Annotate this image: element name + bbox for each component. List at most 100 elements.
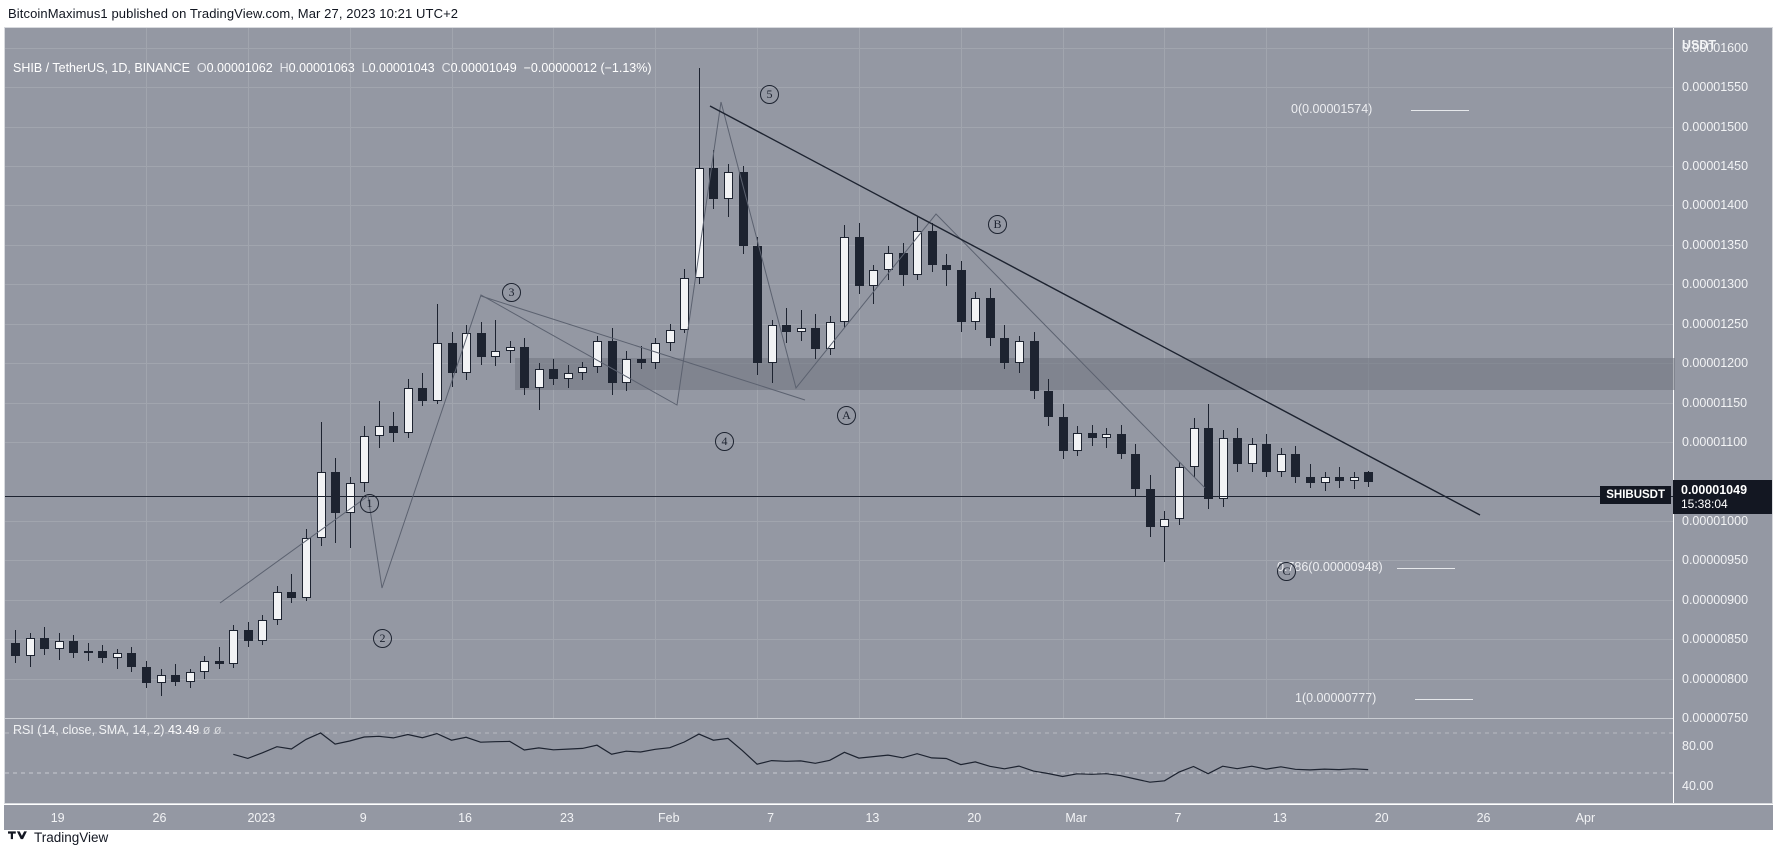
candle-body-bearish	[69, 640, 79, 654]
price-tag-value: 0.00001049 15:38:04	[1673, 480, 1772, 514]
descending-trendline[interactable]	[709, 105, 1481, 516]
gridline-horizontal	[5, 245, 1675, 246]
wave-label-c: C	[1277, 562, 1296, 581]
gridline-horizontal	[5, 324, 1675, 325]
rsi-current-value: 43.49	[167, 723, 200, 737]
supply-zone-rectangle[interactable]	[515, 358, 1675, 390]
candle-body-bearish	[40, 637, 50, 649]
time-scale-label: 26	[152, 811, 167, 825]
candle-body-bearish	[1204, 427, 1214, 499]
time-scale-label: 7	[1174, 811, 1182, 825]
price-plot-area[interactable]: 0(0.00001574) 0.786(0.00000948) 1(0.000007…	[5, 28, 1675, 718]
time-scale[interactable]: 19 26 2023 9 16 23 Feb 7 13 20 Mar 7 13 20 26 Apr	[4, 804, 1773, 830]
candle-body-bullish	[1218, 438, 1228, 499]
wave-label-4: 4	[715, 432, 734, 451]
candle-body-bearish	[476, 333, 486, 357]
wave3-trendline[interactable]	[480, 295, 806, 401]
gridline-vertical	[452, 28, 453, 718]
fib-level-label[interactable]: 0.786(0.00000948)	[1277, 560, 1383, 574]
price-scale-label: 0.00000850	[1682, 632, 1749, 647]
price-tag-countdown: 15:38:04	[1681, 497, 1728, 511]
candlestick	[622, 28, 632, 718]
candle-body-bullish	[1276, 453, 1286, 472]
price-scale[interactable]: USDT 0.00001600 0.00001550 0.00001500 0.000…	[1673, 28, 1772, 803]
candle-body-bearish	[811, 327, 821, 349]
candle-body-bullish	[825, 322, 835, 349]
candlestick	[374, 28, 384, 718]
candlestick	[811, 28, 821, 718]
candle-wick	[378, 400, 380, 449]
price-scale-label: 0.00001550	[1682, 80, 1749, 95]
candlestick	[665, 28, 675, 718]
gridline-horizontal	[5, 521, 1675, 522]
ohlc-legend[interactable]: SHIB / TetherUS, 1D, BINANCE O0.00001062…	[13, 61, 652, 75]
candle-wick	[116, 648, 118, 670]
legend-symbol[interactable]: SHIB / TetherUS, 1D, BINANCE	[13, 61, 190, 75]
candle-body-bearish	[127, 653, 137, 667]
candlestick	[1349, 28, 1359, 718]
candlestick	[971, 28, 981, 718]
candle-body-bearish	[1145, 489, 1155, 528]
candlestick	[607, 28, 617, 718]
candlestick	[316, 28, 326, 718]
candle-body-bearish	[287, 591, 297, 599]
gridline-horizontal	[5, 166, 1675, 167]
candlestick	[1364, 28, 1374, 718]
candlestick	[1116, 28, 1126, 718]
candle-body-bearish	[171, 674, 181, 682]
rsi-legend[interactable]: RSI (14, close, SMA, 14, 2) 43.49 ø ø	[13, 723, 221, 737]
rsi-ma-placeholder-2: ø	[213, 723, 222, 737]
candlestick	[1131, 28, 1141, 718]
price-scale-label: 0.00001150	[1682, 395, 1748, 410]
candle-body-bullish	[432, 343, 442, 401]
candlestick	[985, 28, 995, 718]
candlestick	[98, 28, 108, 718]
price-scale-label: 0.00001450	[1682, 159, 1749, 173]
candlestick	[520, 28, 530, 718]
candlestick	[156, 28, 166, 718]
candle-body-bearish	[927, 230, 937, 265]
candle-body-bearish	[854, 236, 864, 286]
candlestick	[243, 28, 253, 718]
footer: TradingView	[8, 830, 108, 845]
candle-body-bearish	[98, 650, 108, 659]
price-scale-label: 0.00001300	[1682, 277, 1749, 292]
candlestick	[360, 28, 370, 718]
candle-body-bullish	[54, 640, 64, 649]
price-tag-symbol: SHIBUSDT	[1600, 486, 1671, 504]
fib-level-label[interactable]: 1(0.00000777)	[1295, 691, 1377, 705]
gridline-horizontal	[5, 48, 1675, 49]
candle-body-bearish	[607, 341, 617, 383]
candlestick	[593, 28, 602, 718]
candlestick	[753, 28, 763, 718]
candle-body-bearish	[141, 666, 151, 683]
gridline-horizontal	[5, 442, 1675, 443]
candle-body-bullish	[1189, 427, 1199, 468]
candlestick	[54, 28, 64, 718]
gridline-vertical	[146, 28, 147, 718]
candle-body-bearish	[11, 643, 20, 657]
legend-high-value: 0.00001063	[288, 61, 355, 75]
time-scale-label: 7	[767, 811, 775, 825]
candlestick	[1291, 28, 1301, 718]
candle-body-bearish	[418, 388, 428, 401]
candlestick	[549, 28, 559, 718]
candlestick	[40, 28, 50, 718]
candle-body-bullish	[112, 653, 122, 659]
time-scale-label: 23	[559, 811, 574, 825]
rsi-scale-label: 40.00	[1682, 779, 1714, 793]
candlestick	[418, 28, 428, 718]
candle-body-bullish	[767, 325, 777, 364]
candle-body-bullish	[491, 351, 501, 357]
candlestick	[491, 28, 501, 718]
candle-body-bearish	[782, 325, 792, 332]
candle-body-bearish	[753, 246, 763, 364]
gridline-horizontal	[5, 205, 1675, 206]
fib-level-label[interactable]: 0(0.00001574)	[1291, 102, 1373, 116]
candle-wick	[495, 319, 497, 367]
candle-body-bearish	[956, 270, 966, 323]
candle-body-bearish	[389, 426, 399, 433]
rsi-indicator-pane[interactable]: RSI (14, close, SMA, 14, 2) 43.49 ø ø	[5, 718, 1675, 804]
candle-wick	[1339, 467, 1341, 488]
candlestick	[869, 28, 879, 718]
